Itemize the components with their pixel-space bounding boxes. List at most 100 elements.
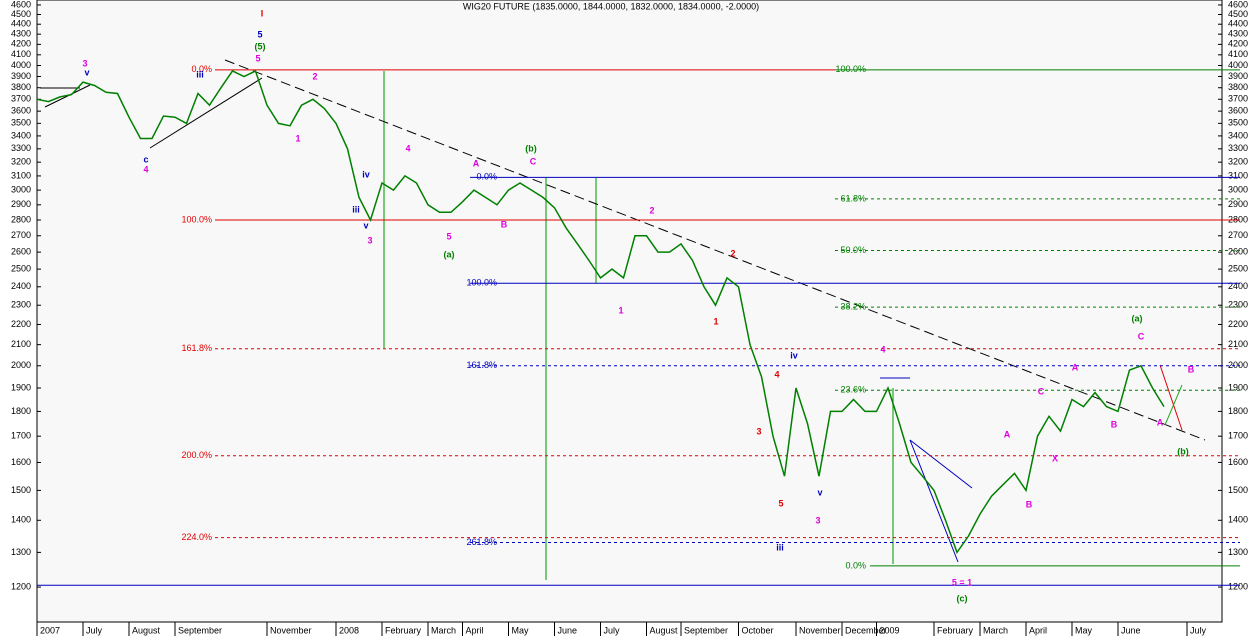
x-tick-label: March [431, 625, 456, 635]
wave-label: 5 [255, 53, 260, 63]
y-tick-label: 4200 [11, 39, 31, 49]
y-tick-label-right: 4200 [1228, 39, 1248, 49]
x-tick-label: July [86, 625, 103, 635]
x-tick-label: September [684, 625, 728, 635]
wave-label: 3 [367, 235, 372, 245]
x-tick-label: March [983, 625, 1008, 635]
wave-label: A [473, 158, 480, 168]
y-tick-label-right: 3300 [1228, 143, 1248, 153]
y-tick-label: 1400 [11, 515, 31, 525]
projection-line [1164, 384, 1183, 426]
y-tick-label: 4500 [11, 9, 31, 19]
wave-label: 4 [405, 143, 410, 153]
level-label: 61.8% [840, 193, 866, 203]
y-tick-label-right: 2600 [1228, 246, 1248, 256]
wave-label: 5 [446, 231, 451, 241]
wave-label: v [84, 67, 89, 77]
y-tick-label-right: 2300 [1228, 300, 1248, 310]
level-label: 38.2% [840, 301, 866, 311]
x-tick-label: December [845, 625, 887, 635]
x-tick-label: 2008 [339, 625, 359, 635]
x-tick-label: November [270, 625, 312, 635]
trend-line [224, 59, 1206, 441]
x-tick-label: August [132, 625, 161, 635]
wave-label: B [1111, 419, 1118, 429]
y-tick-label: 3200 [11, 157, 31, 167]
y-tick-label: 2300 [11, 300, 31, 310]
wave-label: 5 [257, 29, 262, 39]
wave-label: c [143, 154, 148, 164]
y-tick-label-right: 1500 [1228, 485, 1248, 495]
y-tick-label: 4400 [11, 19, 31, 29]
wave-label: iv [362, 169, 370, 179]
y-tick-label: 2800 [11, 214, 31, 224]
wave-label: X [1052, 453, 1058, 463]
wave-label: A [1157, 417, 1164, 427]
x-tick-label: June [1121, 625, 1141, 635]
wedge-line [909, 439, 959, 563]
y-tick-label-right: 1600 [1228, 457, 1248, 467]
wave-label: 4 [774, 369, 779, 379]
y-tick-label: 3000 [11, 185, 31, 195]
x-tick-label: May [1075, 625, 1093, 635]
y-tick-label-right: 3800 [1228, 82, 1248, 92]
wave-label: iii [776, 542, 784, 552]
projection-line [1159, 364, 1183, 431]
level-label: 0.0% [191, 64, 212, 74]
y-tick-label: 2900 [11, 199, 31, 209]
wave-label: 1 [618, 305, 623, 315]
y-tick-label-right: 2000 [1228, 360, 1248, 370]
level-label: 100.0% [181, 214, 212, 224]
x-tick-label: July [1190, 625, 1207, 635]
wave-label: 5 [778, 498, 783, 508]
y-tick-label: 2000 [11, 360, 31, 370]
y-tick-label: 3300 [11, 143, 31, 153]
level-label: 0.0% [476, 172, 497, 182]
y-tick-label: 1600 [11, 457, 31, 467]
y-tick-label-right: 3200 [1228, 157, 1248, 167]
y-tick-label: 2200 [11, 319, 31, 329]
y-tick-label-right: 4000 [1228, 60, 1248, 70]
y-tick-label-right: 2800 [1228, 214, 1248, 224]
x-tick-label: September [178, 625, 222, 635]
wave-label: B [1188, 364, 1195, 374]
y-tick-label: 4600 [11, 0, 31, 9]
y-tick-label: 1200 [11, 581, 31, 591]
wave-label: A [1072, 362, 1079, 372]
wave-label: iii [352, 204, 360, 214]
y-tick-label-right: 4300 [1228, 29, 1248, 39]
wave-label: (5) [255, 41, 266, 51]
y-tick-label: 2100 [11, 339, 31, 349]
wave-label: (b) [525, 143, 537, 153]
trend-line [149, 77, 263, 149]
wave-label: 5 = 1 [952, 577, 972, 587]
wave-label: 3 [756, 426, 761, 436]
wave-label: 1 [713, 316, 718, 326]
y-tick-label: 3500 [11, 118, 31, 128]
wave-label: v [363, 220, 368, 230]
y-tick-label-right: 3000 [1228, 185, 1248, 195]
level-label: 161.8% [181, 343, 212, 353]
level-label: 50.0% [840, 245, 866, 255]
y-tick-label-right: 2700 [1228, 230, 1248, 240]
wave-label: A [1004, 429, 1011, 439]
wave-label: iii [196, 69, 204, 79]
y-tick-label-right: 4100 [1228, 49, 1248, 59]
y-tick-label-right: 4600 [1228, 0, 1248, 9]
y-tick-label-right: 3400 [1228, 130, 1248, 140]
y-tick-label-right: 1900 [1228, 382, 1248, 392]
x-tick-label: August [650, 625, 679, 635]
y-tick-label: 1700 [11, 431, 31, 441]
y-tick-label: 1900 [11, 382, 31, 392]
wave-label: 3 [82, 58, 87, 68]
x-tick-label: July [604, 625, 621, 635]
wave-label: (a) [1132, 313, 1143, 323]
wave-label: 4 [880, 344, 885, 354]
wave-label: C [530, 156, 537, 166]
chart-title: WIG20 FUTURE (1835.0000, 1844.0000, 1832… [463, 1, 759, 11]
wave-label: C [1038, 386, 1045, 396]
y-tick-label: 3900 [11, 71, 31, 81]
level-label: 200.0% [181, 450, 212, 460]
